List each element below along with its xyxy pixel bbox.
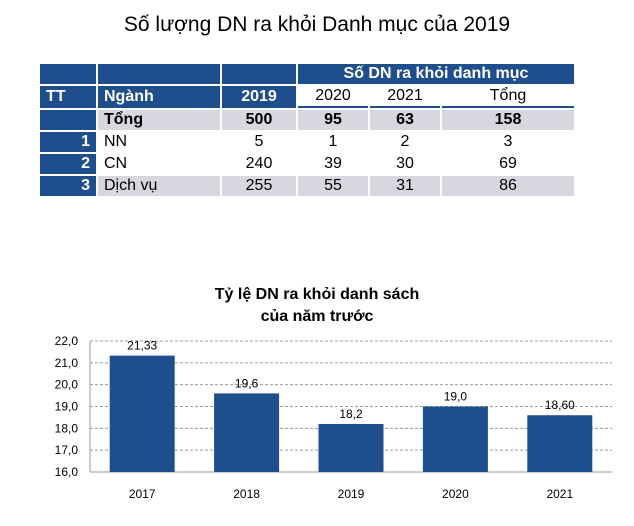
dn-table: Số DN ra khỏi danh mục TT Ngành 2019 202…	[38, 62, 576, 198]
row-tong: 3	[442, 132, 574, 152]
chart-title-line1: Tỷ lệ DN ra khỏi danh sách	[214, 286, 420, 303]
y-tick-label: 20,0	[55, 378, 79, 392]
table-row: 2 CN 240 39 30 69	[40, 154, 574, 174]
bar	[109, 355, 175, 472]
data-label: 18,2	[339, 407, 363, 421]
row-2021: 31	[370, 176, 440, 196]
x-tick-label: 2019	[338, 487, 365, 501]
y-tick-label: 17,0	[55, 443, 79, 457]
y-tick-label: 19,0	[55, 400, 79, 414]
header-cell-blank	[40, 64, 96, 84]
row-nganh: Dịch vụ	[98, 176, 220, 196]
group-header: Số DN ra khỏi danh mục	[298, 64, 574, 84]
data-label: 19,0	[444, 390, 468, 404]
row-nganh: NN	[98, 132, 220, 152]
x-tick-label: 2018	[233, 487, 260, 501]
row-2020: 1	[298, 132, 368, 152]
data-label: 18,60	[545, 398, 575, 412]
header-2019: 2019	[222, 86, 296, 108]
row-nganh: Tổng	[98, 110, 220, 130]
bar	[527, 415, 593, 472]
table-row: 3 Dịch vụ 255 55 31 86	[40, 176, 574, 196]
data-label: 19,6	[235, 376, 259, 390]
table-row: 1 NN 5 1 2 3	[40, 132, 574, 152]
row-tong: 69	[442, 154, 574, 174]
x-tick-label: 2021	[546, 487, 573, 501]
header-tong: Tổng	[442, 86, 574, 108]
row-2019: 255	[222, 176, 296, 196]
y-tick-label: 16,0	[55, 465, 79, 479]
header-cell-blank	[222, 64, 296, 84]
row-2020: 55	[298, 176, 368, 196]
header-cell-blank	[98, 64, 220, 84]
row-2021: 63	[370, 110, 440, 130]
header-2021: 2021	[370, 86, 440, 108]
data-label: 21,33	[127, 339, 157, 353]
y-tick-label: 18,0	[55, 421, 79, 435]
row-tt	[40, 110, 96, 130]
x-tick-label: 2020	[442, 487, 469, 501]
chart-title-line2: của năm trước	[260, 308, 374, 325]
bar	[422, 406, 488, 472]
row-tt: 2	[40, 154, 96, 174]
row-2019: 240	[222, 154, 296, 174]
header-2020: 2020	[298, 86, 368, 108]
y-tick-label: 22,0	[55, 334, 79, 348]
row-2019: 500	[222, 110, 296, 130]
header-nganh: Ngành	[98, 86, 220, 108]
row-2020: 95	[298, 110, 368, 130]
table-title: Số lượng DN ra khỏi Danh mục của 2019	[123, 13, 511, 36]
row-tt: 1	[40, 132, 96, 152]
bar	[214, 393, 280, 472]
header-tt: TT	[40, 86, 96, 108]
table-row: Tổng 500 95 63 158	[40, 110, 574, 130]
row-tong: 86	[442, 176, 574, 196]
row-tt: 3	[40, 176, 96, 196]
bar	[318, 423, 384, 472]
row-2019: 5	[222, 132, 296, 152]
row-2021: 2	[370, 132, 440, 152]
x-tick-label: 2017	[129, 487, 156, 501]
row-2021: 30	[370, 154, 440, 174]
y-tick-label: 21,0	[55, 356, 79, 370]
row-2020: 39	[298, 154, 368, 174]
row-nganh: CN	[98, 154, 220, 174]
row-tong: 158	[442, 110, 574, 130]
